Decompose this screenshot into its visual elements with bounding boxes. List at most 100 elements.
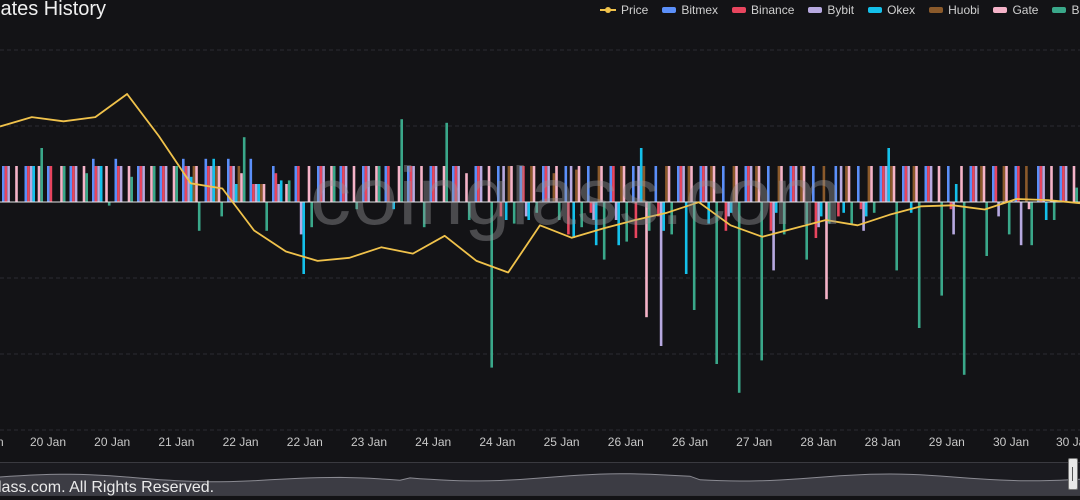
bar-huobi — [215, 166, 218, 202]
bar-bi — [940, 202, 943, 296]
x-tick-label: 30 Ja — [1056, 435, 1080, 449]
bar-bybit — [997, 202, 1000, 217]
bar-gate — [262, 184, 266, 202]
bar-gate — [487, 166, 491, 202]
legend-item-bitmex[interactable]: Bitmex — [662, 3, 718, 17]
bar-gate — [712, 166, 716, 202]
bar-bi — [1007, 202, 1011, 235]
bar-bitmex — [294, 166, 298, 202]
bar-gate — [307, 166, 311, 202]
bar-gate — [442, 166, 446, 202]
bar-okex — [864, 202, 868, 217]
bar-bi — [917, 202, 921, 328]
bar-gate — [577, 166, 581, 202]
bar-gate — [465, 173, 468, 202]
bar-binance — [1062, 166, 1065, 202]
bar-bitmex — [384, 166, 388, 202]
bar-bitmex — [159, 166, 163, 202]
bar-binance — [882, 166, 885, 202]
bar-gate — [510, 166, 513, 202]
bar-bi — [737, 202, 741, 393]
legend-label: Binance — [751, 3, 795, 17]
bar-huobi — [687, 166, 691, 202]
bar-bi — [850, 202, 853, 224]
bar-bitmex — [879, 166, 883, 202]
legend-swatch — [808, 7, 823, 13]
navigator-handle[interactable] — [1068, 458, 1078, 490]
bar-okex — [909, 202, 913, 213]
bar-binance — [904, 166, 908, 202]
bar-bi — [310, 202, 313, 228]
bar-bybit — [434, 166, 438, 202]
bar-bi — [962, 202, 966, 375]
legend-label: Bitmex — [681, 3, 719, 17]
bar-bi — [692, 202, 696, 310]
range-navigator[interactable] — [0, 462, 1080, 496]
bar-gate — [105, 166, 108, 202]
bar-bitmex — [362, 166, 365, 202]
bar-bitmex — [182, 158, 185, 202]
navigator-line — [0, 473, 1080, 483]
bar-bitmex — [789, 166, 793, 202]
bar-bybit — [232, 166, 235, 202]
bar-gate — [352, 166, 356, 202]
bar-binance — [94, 166, 98, 202]
legend-item-bi[interactable]: Bi — [1052, 3, 1080, 17]
bar-huobi — [732, 166, 736, 202]
bar-bi — [512, 202, 516, 224]
bar-bi — [332, 166, 336, 202]
bar-huobi — [665, 166, 668, 202]
bar-binance — [162, 166, 165, 202]
bar-binance — [432, 166, 435, 202]
bar-bybit — [974, 166, 978, 202]
bar-huobi — [552, 173, 556, 202]
bar-bi — [1030, 202, 1033, 246]
legend-item-price[interactable]: Price — [600, 3, 648, 17]
bar-bi — [557, 202, 561, 220]
bar-bi — [355, 202, 358, 210]
bar-bi — [265, 202, 268, 231]
x-tick-label: n — [0, 435, 4, 449]
bar-huobi — [1002, 166, 1006, 202]
bar-bitmex — [24, 166, 28, 202]
bar-bybit — [772, 202, 775, 271]
bar-binance — [792, 166, 795, 202]
bar-bitmex — [902, 166, 905, 202]
bar-bybit — [929, 166, 933, 202]
bar-bi — [152, 166, 156, 202]
x-tick-label: 29 Jan — [928, 435, 965, 449]
bar-bi — [895, 202, 898, 271]
bar-binance — [544, 166, 548, 202]
bar-binance — [274, 173, 278, 202]
bar-binance — [252, 184, 255, 202]
rates-chart — [0, 49, 1080, 431]
legend-item-binance[interactable]: Binance — [732, 3, 794, 17]
legend-item-bybit[interactable]: Bybit — [808, 3, 854, 17]
legend-item-okex[interactable]: Okex — [868, 3, 915, 17]
bar-bybit — [952, 202, 955, 235]
bar-bybit — [367, 166, 370, 202]
bar-binance — [814, 202, 818, 238]
bar-bi — [715, 202, 718, 364]
legend-label: Price — [621, 3, 649, 17]
bar-bitmex — [587, 166, 590, 202]
bar-bitmex — [699, 166, 703, 202]
bar-bitmex — [1059, 166, 1063, 202]
legend-item-gate[interactable]: Gate — [993, 3, 1038, 17]
bar-gate — [645, 202, 648, 318]
bar-binance — [702, 166, 705, 202]
bar-bi — [1052, 202, 1056, 220]
x-tick-label: 21 Jan — [158, 435, 195, 449]
bar-bitmex — [812, 166, 815, 202]
x-tick-label: 26 Jan — [671, 435, 709, 449]
price-line — [0, 93, 1080, 274]
bar-binance — [859, 202, 863, 210]
bar-okex — [234, 184, 238, 202]
bar-huobi — [260, 184, 263, 202]
bar-bybit — [29, 166, 33, 202]
bar-bitmex — [114, 158, 118, 202]
bar-gate — [667, 166, 671, 202]
bar-bybit — [254, 184, 258, 202]
legend-item-huobi[interactable]: Huobi — [929, 3, 979, 17]
bar-bitmex — [654, 166, 658, 202]
